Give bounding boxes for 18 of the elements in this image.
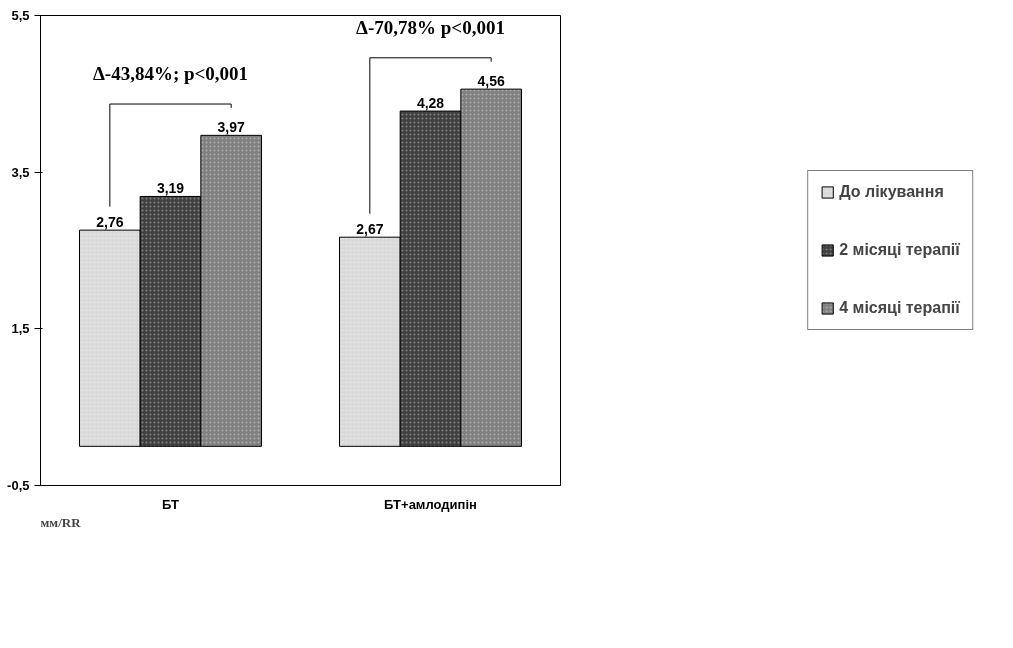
data-label: 3,19 — [156, 180, 185, 197]
legend-label: 2 місяці терапії — [839, 241, 960, 259]
data-label: 4,28 — [416, 95, 445, 112]
data-label: 2,67 — [356, 221, 384, 238]
y-tick-label: 1,5 — [11, 321, 30, 337]
x-tick-label: БТ+амлодипін — [384, 496, 477, 512]
data-label: 3,97 — [217, 119, 245, 136]
y-tick-label: 3,5 — [11, 164, 30, 180]
y-tick-label: 5,5 — [11, 8, 30, 23]
annotation: Δ-70,78% p<0,001 — [356, 17, 505, 39]
data-label: 4,56 — [477, 73, 505, 90]
legend-label: До лікування — [839, 183, 944, 201]
x-tick-label: БТ — [162, 496, 180, 512]
annotation: Δ-43,84%; p<0,001 — [92, 63, 249, 85]
legend-label: 4 місяці терапії — [839, 299, 960, 317]
y-tick-label: -0,5 — [7, 478, 30, 493]
text: мм/RR — [40, 514, 82, 530]
data-label: 2,76 — [96, 214, 124, 231]
